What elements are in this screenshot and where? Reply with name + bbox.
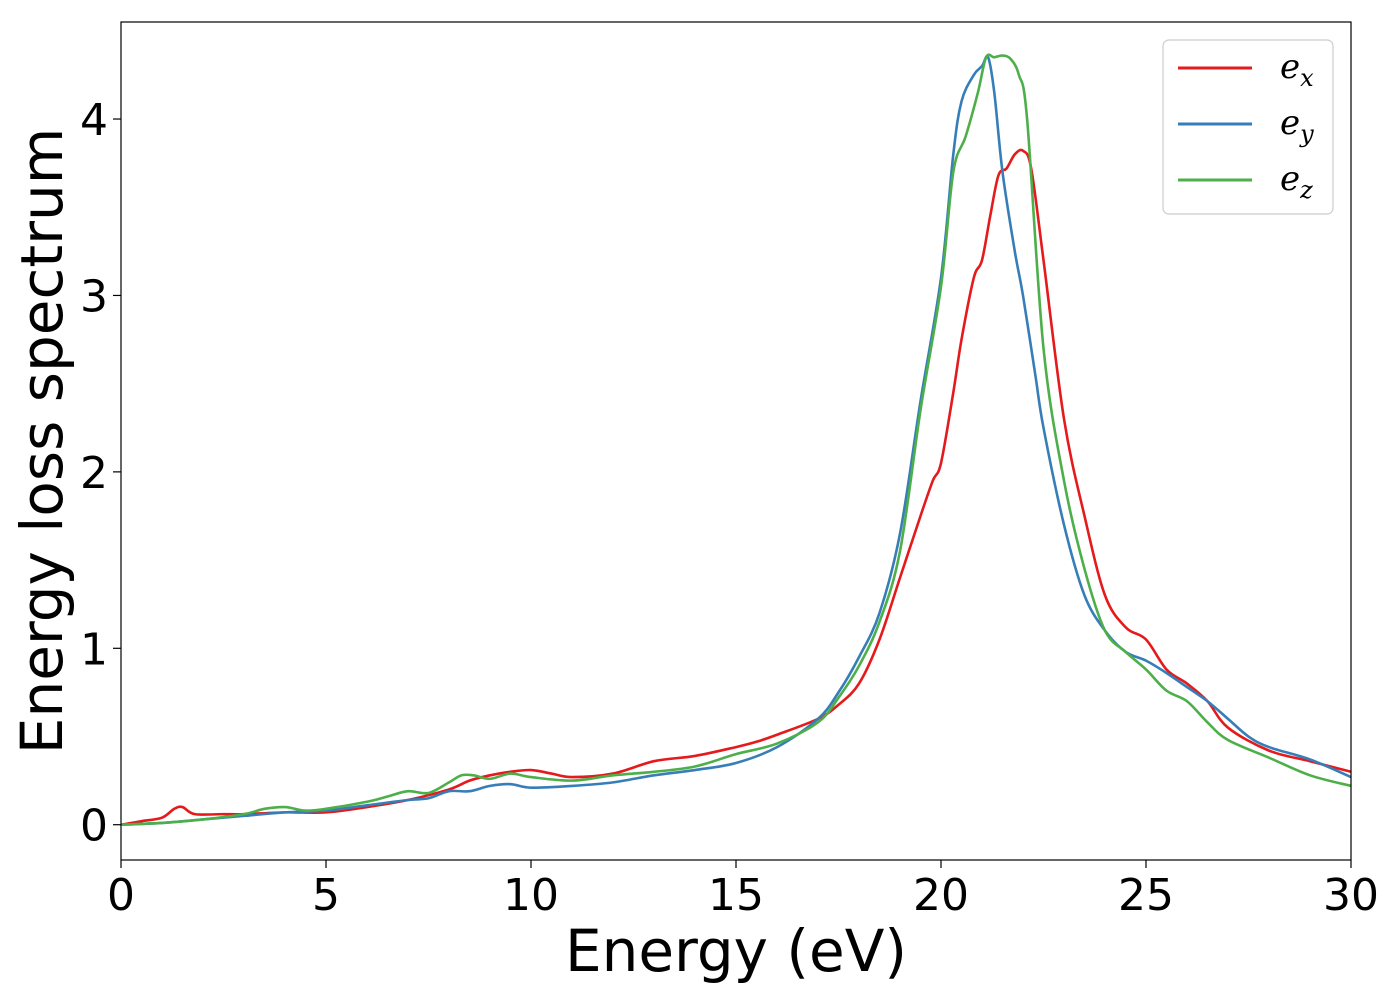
legend: ex ey ez xyxy=(1162,39,1334,215)
series-line-z xyxy=(120,53,1352,827)
y-tick-label: 4 xyxy=(80,95,108,146)
legend-box xyxy=(1162,39,1334,215)
y-tick-label: 3 xyxy=(80,271,108,322)
x-tick-label: 10 xyxy=(503,870,559,921)
series-lines xyxy=(120,53,1352,827)
x-tick-label: 0 xyxy=(107,870,135,921)
y-tick-label: 2 xyxy=(80,448,108,499)
x-tick-label: 15 xyxy=(708,870,764,921)
legend-label-y: ey xyxy=(1280,103,1314,148)
x-tick-label: 25 xyxy=(1118,870,1174,921)
y-axis-ticks: 0 1 2 3 4 xyxy=(80,95,121,852)
y-tick-label: 0 xyxy=(80,801,108,852)
x-axis-ticks: 0 5 10 15 20 25 30 xyxy=(107,860,1379,921)
x-tick-label: 5 xyxy=(312,870,340,921)
series-line-x xyxy=(120,148,1352,827)
legend-items: ex ey ez xyxy=(1178,47,1314,204)
y-tick-label: 1 xyxy=(80,624,108,675)
x-tick-label: 30 xyxy=(1323,870,1379,921)
legend-label-z: ez xyxy=(1280,159,1313,204)
x-tick-label: 20 xyxy=(913,870,969,921)
legend-label-x: ex xyxy=(1280,47,1314,92)
y-axis-title: Energy loss spectrum xyxy=(8,128,76,754)
x-axis-title: Energy (eV) xyxy=(565,917,907,985)
series-line-y xyxy=(120,54,1352,827)
